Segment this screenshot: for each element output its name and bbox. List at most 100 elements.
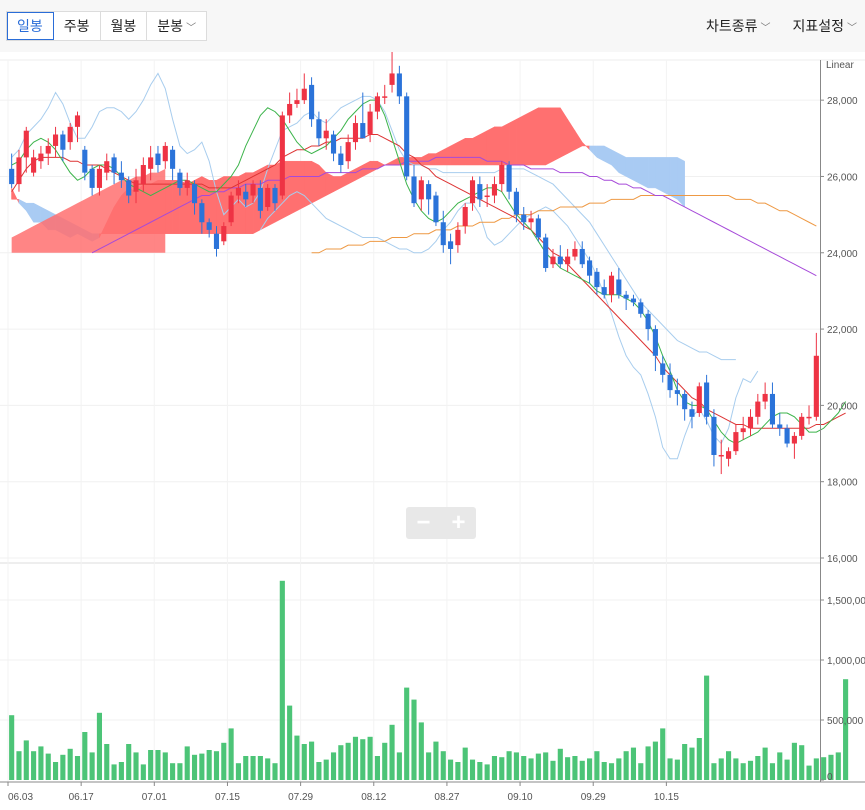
indicator-settings-label: 지표설정 — [792, 18, 844, 34]
stock-chart[interactable]: Linear 16,000 18,000 20,000 22,000 24,000 26,… — [0, 52, 865, 810]
volume-bar — [506, 751, 512, 780]
cloud-segment — [647, 157, 656, 189]
period-daily-button[interactable]: 일봉 — [7, 12, 54, 40]
volume-tick-label: 1,500,000 — [827, 596, 865, 607]
candle-body — [323, 130, 329, 139]
volume-bar — [411, 699, 417, 780]
time-tick-label: 09.10 — [508, 792, 533, 803]
cloud-segment — [33, 202, 42, 223]
volume-bar — [67, 748, 73, 780]
volume-bar — [45, 753, 51, 780]
volume-bar — [294, 735, 300, 780]
candle-body — [740, 428, 746, 433]
candle-body — [294, 100, 300, 104]
candle-body — [543, 237, 549, 269]
volume-bar — [140, 764, 146, 780]
candle-body — [813, 355, 819, 417]
volume-bar — [740, 763, 746, 780]
candle-body — [477, 184, 483, 200]
candle-body — [31, 157, 37, 173]
cloud-segment — [340, 172, 349, 189]
volume-bar — [250, 756, 256, 780]
candle-body — [257, 187, 263, 211]
volume-bar — [769, 763, 776, 780]
period-weekly-button[interactable]: 주봉 — [54, 12, 101, 40]
candle-body — [616, 279, 622, 295]
candle-body — [309, 84, 315, 120]
volume-bar — [616, 758, 622, 780]
volume-bar — [587, 758, 593, 780]
candle-body — [623, 294, 629, 299]
cloud-segment — [179, 179, 188, 234]
chart-axes: Linear 16,000 18,000 20,000 22,000 24,000 26,… — [0, 60, 865, 803]
candle-body — [667, 374, 673, 391]
volume-bar — [433, 741, 439, 780]
volume-bar — [338, 745, 344, 780]
volume-bar — [162, 752, 168, 780]
candle-body — [162, 145, 168, 162]
cloud-segment — [245, 172, 254, 234]
chevron-down-icon: ﹀ — [760, 23, 771, 34]
cloud-segment — [633, 157, 642, 185]
volume-bar — [418, 722, 424, 780]
candlestick-series — [9, 52, 819, 475]
cloud-segment — [464, 138, 473, 166]
candle-body — [140, 165, 146, 185]
volume-bar — [330, 752, 337, 780]
candle-body — [535, 218, 541, 238]
volume-bar — [755, 756, 761, 780]
volume-bar — [309, 741, 315, 780]
volume-bar — [155, 750, 161, 780]
candle-body — [448, 241, 454, 249]
indicator-settings-dropdown[interactable]: 지표설정 ﹀ — [792, 16, 857, 36]
volume-bar — [16, 751, 22, 780]
candle-body — [170, 149, 176, 169]
volume-bar — [243, 756, 249, 780]
candle-body — [243, 191, 249, 200]
bollinger-upper-line — [11, 72, 736, 361]
candle-body — [133, 180, 139, 192]
volume-bar — [111, 764, 117, 780]
volume-bar — [235, 763, 241, 780]
volume-bar — [104, 744, 110, 780]
scale-label: Linear — [826, 60, 854, 71]
cloud-segment — [318, 164, 327, 200]
volume-bar — [799, 745, 805, 780]
volume-bar — [38, 746, 44, 780]
volume-bar — [191, 754, 198, 780]
chart-type-label: 차트종류 — [705, 18, 758, 34]
candle-body — [206, 222, 212, 230]
volume-bar — [301, 744, 307, 780]
volume-bar — [279, 580, 285, 780]
volume-bar — [535, 753, 541, 780]
volume-bar — [565, 757, 571, 780]
candle-body — [389, 73, 395, 85]
period-daily-label: 일봉 — [17, 18, 43, 34]
candle-body — [60, 134, 66, 150]
candle-body — [572, 248, 578, 257]
zoom-in-button[interactable]: + — [451, 509, 466, 536]
period-minute-dropdown[interactable]: 분봉 ﹀ — [147, 12, 206, 40]
volume-bar — [133, 752, 139, 780]
cloud-segment — [596, 145, 605, 162]
zoom-out-button[interactable]: − — [416, 509, 431, 536]
candle-body — [791, 435, 797, 444]
volume-bar — [352, 736, 359, 780]
candle-body — [228, 195, 234, 223]
candle-body — [367, 111, 373, 135]
chart-type-dropdown[interactable]: 차트종류 ﹀ — [706, 16, 771, 36]
cloud-segment — [538, 107, 546, 166]
cloud-segment — [501, 122, 510, 166]
period-monthly-button[interactable]: 월봉 — [101, 12, 148, 40]
indicator-lines — [11, 72, 847, 460]
candle-body — [67, 126, 73, 143]
cloud-segment — [603, 145, 612, 166]
cloud-segment — [26, 202, 34, 224]
volume-bar — [440, 751, 446, 780]
volume-bar — [257, 756, 263, 780]
volume-bar — [652, 741, 658, 780]
candle-body — [638, 302, 644, 314]
volume-bar — [747, 760, 754, 780]
candle-body — [374, 96, 380, 112]
candle-body — [491, 184, 498, 196]
